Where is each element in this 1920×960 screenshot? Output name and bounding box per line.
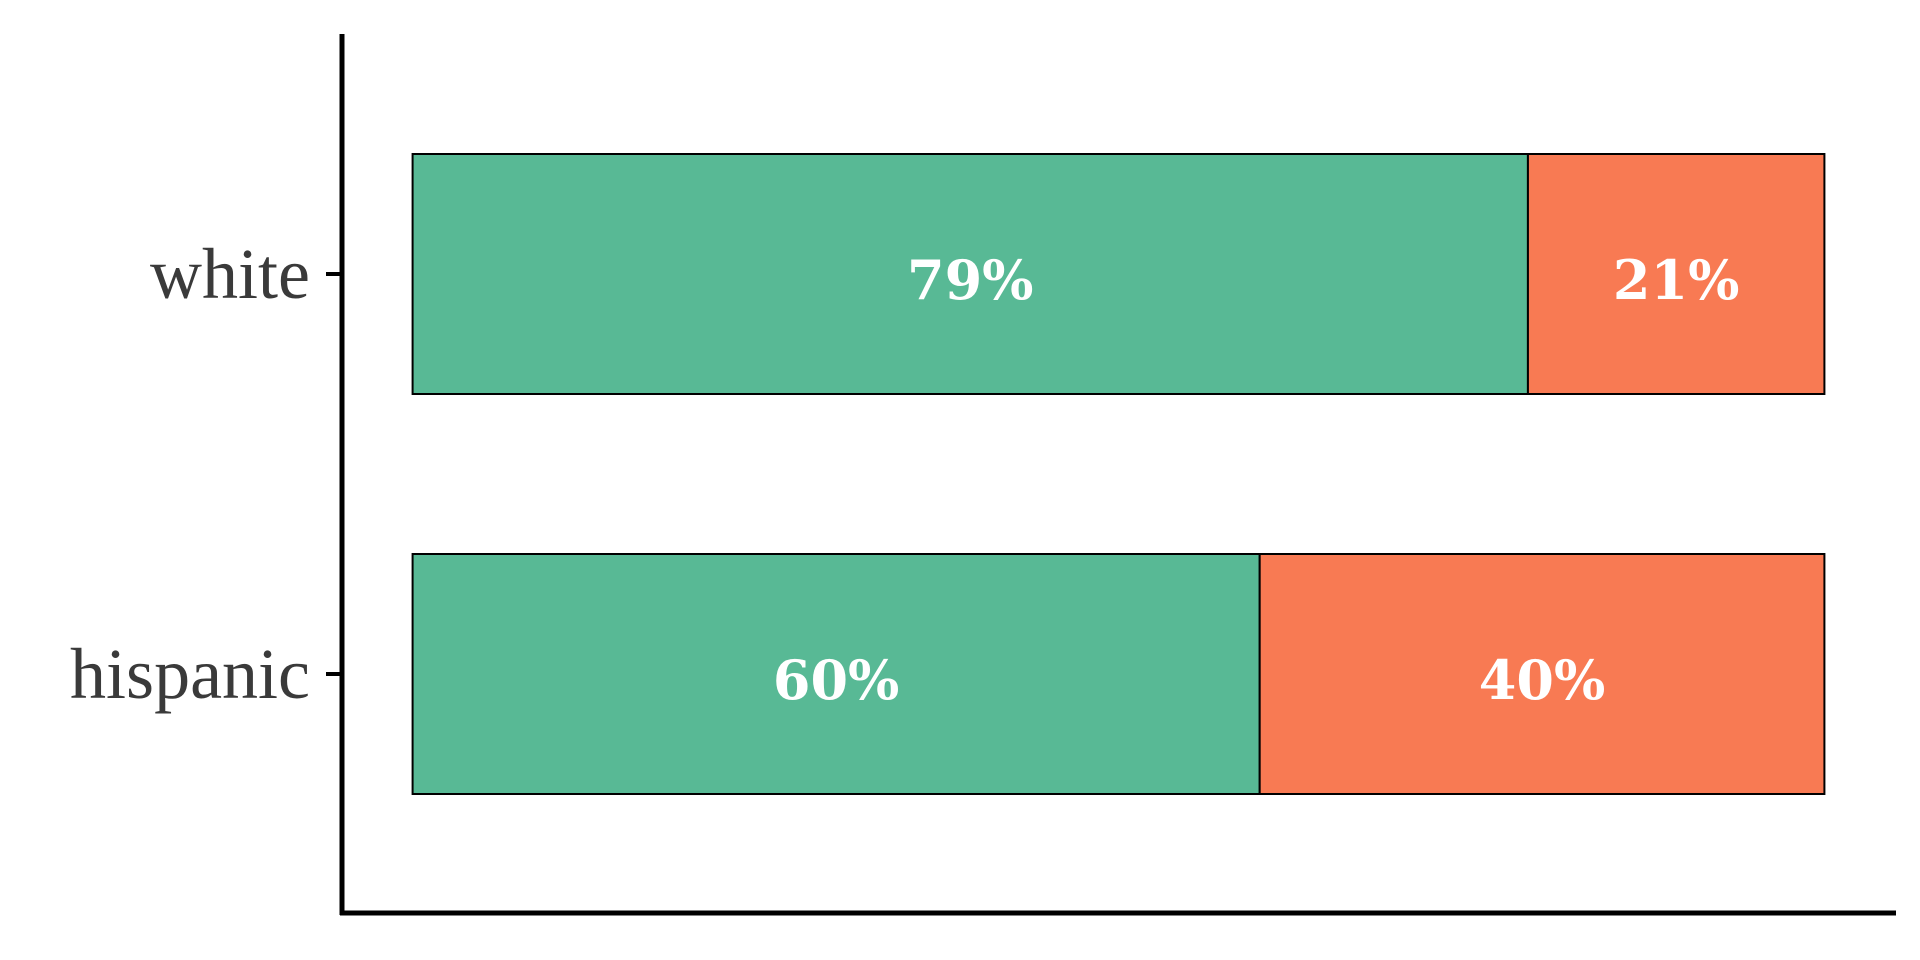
data-label: 60%	[773, 648, 899, 712]
data-label: 79%	[907, 248, 1033, 312]
data-label: 40%	[1479, 648, 1605, 712]
bar-segment	[411, 553, 1261, 795]
bar-segment	[411, 153, 1529, 395]
y-tick-label: white	[150, 234, 310, 314]
bar-segment	[1526, 153, 1826, 395]
data-label: 21%	[1613, 248, 1739, 312]
y-tick-label: hispanic	[70, 634, 310, 714]
bar-segment	[1258, 553, 1826, 795]
